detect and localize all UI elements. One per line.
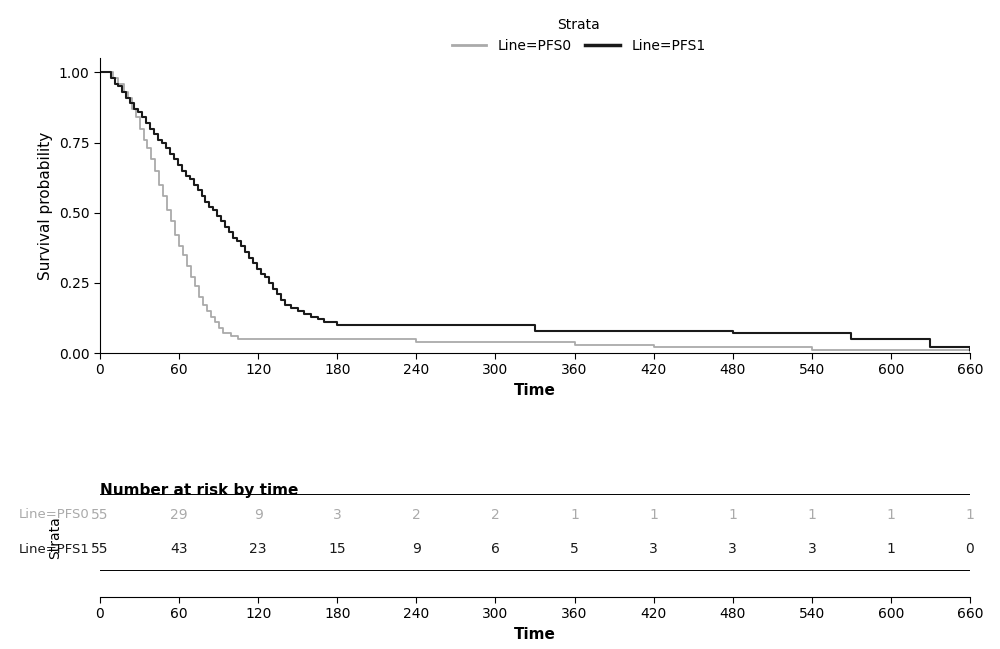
Text: 1: 1	[570, 508, 579, 522]
Text: 23: 23	[249, 542, 267, 556]
Text: 1: 1	[886, 508, 895, 522]
Text: 29: 29	[170, 508, 188, 522]
Text: 1: 1	[807, 508, 816, 522]
Text: 9: 9	[412, 542, 421, 556]
Text: 5: 5	[570, 542, 579, 556]
Text: 3: 3	[807, 542, 816, 556]
Line=PFS1	[298, 310, 310, 317]
X-axis label: Time: Time	[514, 383, 556, 398]
Line=PFS1	[128, 105, 140, 113]
Text: 15: 15	[328, 542, 346, 556]
Text: 1: 1	[886, 542, 895, 556]
Line: Line=PFS1: Line=PFS1	[100, 73, 970, 350]
Text: 55: 55	[91, 542, 109, 556]
Line=PFS0	[94, 69, 106, 77]
Text: 43: 43	[170, 542, 188, 556]
Line=PFS0	[964, 349, 976, 357]
Text: 55: 55	[91, 508, 109, 522]
Legend: Line=PFS0, Line=PFS1: Line=PFS0, Line=PFS1	[452, 18, 705, 53]
Text: 0: 0	[966, 542, 974, 556]
Line=PFS0	[185, 273, 197, 281]
Text: 6: 6	[491, 542, 500, 556]
Text: Strata: Strata	[48, 516, 62, 559]
Line=PFS1	[203, 203, 215, 211]
Y-axis label: Survival probability: Survival probability	[38, 132, 53, 280]
Text: 9: 9	[254, 508, 263, 522]
Line=PFS1	[94, 69, 106, 77]
Text: 1: 1	[728, 508, 737, 522]
Text: Number at risk by time: Number at risk by time	[100, 482, 298, 498]
Line=PFS1	[410, 321, 422, 329]
Line=PFS0	[157, 192, 169, 200]
Text: Line=PFS1: Line=PFS1	[19, 543, 89, 556]
Text: 3: 3	[649, 542, 658, 556]
Text: 1: 1	[966, 508, 974, 522]
Line=PFS0	[130, 114, 142, 121]
Text: 1: 1	[649, 508, 658, 522]
Line=PFS1	[255, 271, 267, 278]
Text: 3: 3	[333, 508, 342, 522]
Text: 2: 2	[412, 508, 421, 522]
Line=PFS0	[924, 347, 936, 354]
Line=PFS1	[964, 347, 976, 354]
Line=PFS0	[569, 341, 581, 349]
Line=PFS1	[312, 315, 324, 323]
Line=PFS0	[145, 156, 157, 164]
Text: 3: 3	[728, 542, 737, 556]
X-axis label: Time: Time	[514, 627, 556, 642]
Text: 2: 2	[491, 508, 500, 522]
Line: Line=PFS0: Line=PFS0	[100, 73, 970, 353]
Text: Line=PFS0: Line=PFS0	[19, 509, 89, 522]
